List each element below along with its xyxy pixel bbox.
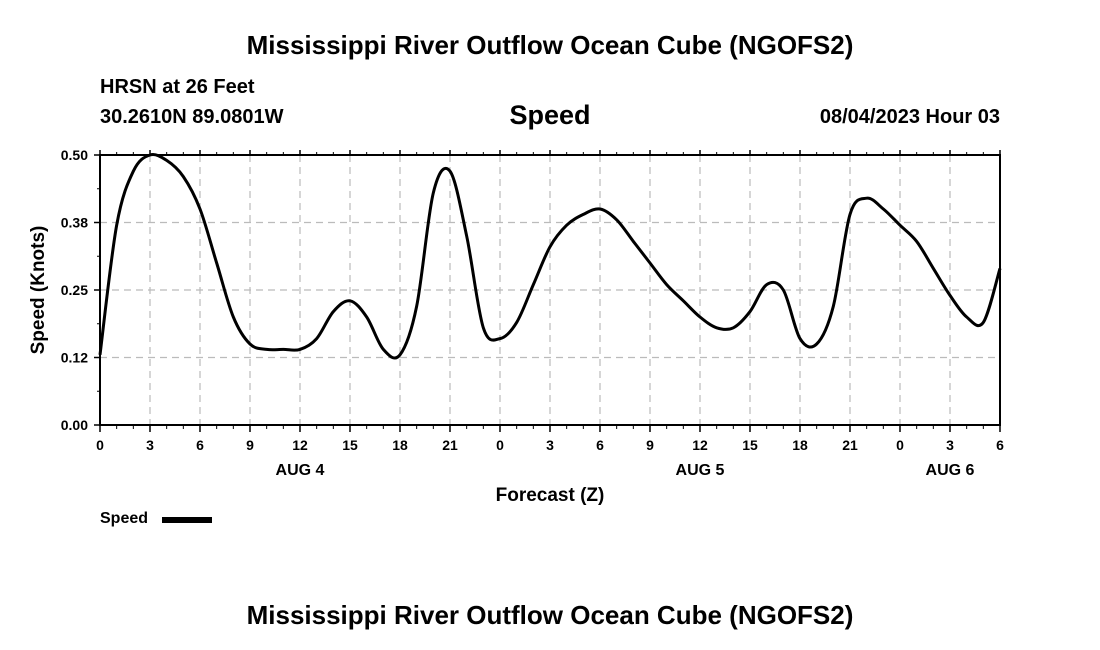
x-tick-label: 0 (896, 437, 904, 453)
y-tick-label: 0.12 (61, 350, 88, 366)
x-tick-label: 6 (996, 437, 1004, 453)
x-tick-label: 15 (742, 437, 758, 453)
x-tick-label: 9 (646, 437, 654, 453)
x-tick-label: 6 (596, 437, 604, 453)
y-tick-label: 0.50 (61, 147, 88, 163)
x-tick-label: 18 (392, 437, 408, 453)
y-axis-label: Speed (Knots) (28, 226, 49, 355)
y-tick-label: 0.38 (61, 215, 88, 231)
footer-title: Mississippi River Outflow Ocean Cube (NG… (246, 600, 854, 630)
date-label: AUG 6 (926, 462, 975, 479)
grid-lines (100, 154, 1000, 425)
x-axis-label: Forecast (Z) (496, 485, 605, 506)
x-tick-label: 3 (146, 437, 154, 453)
station-label: HRSN at 26 Feet (100, 76, 255, 98)
coordinates-label: 30.2610N 89.0801W (100, 106, 284, 128)
x-tick-label: 12 (292, 437, 308, 453)
x-tick-label: 18 (792, 437, 808, 453)
legend-label: Speed (100, 510, 149, 527)
x-tick-label: 21 (842, 437, 858, 453)
chart-title: Mississippi River Outflow Ocean Cube (NG… (246, 30, 854, 60)
x-tick-label: 0 (96, 437, 104, 453)
axis-ticks (94, 150, 1001, 432)
x-tick-label: 12 (692, 437, 708, 453)
speed-series-line (98, 153, 1002, 360)
x-tick-label: 21 (442, 437, 458, 453)
x-tick-label: 9 (246, 437, 254, 453)
variable-title: Speed (509, 100, 591, 130)
x-tick-label: 15 (342, 437, 358, 453)
date-label: AUG 4 (276, 462, 325, 479)
datetime-label: 08/04/2023 Hour 03 (819, 106, 1000, 128)
x-tick-label: 3 (546, 437, 554, 453)
x-tick-label: 0 (496, 437, 504, 453)
x-tick-label: 3 (946, 437, 954, 453)
y-tick-label: 0.25 (61, 282, 88, 298)
legend-swatch (162, 517, 212, 523)
date-label: AUG 5 (676, 462, 725, 479)
y-tick-label: 0.00 (61, 417, 88, 433)
axis-tick-labels: 0.00 0.12 0.25 0.38 0.50 0 3 6 9 12 15 18 21 0 3 6 9 12 15… (61, 147, 1004, 479)
x-tick-label: 6 (196, 437, 204, 453)
